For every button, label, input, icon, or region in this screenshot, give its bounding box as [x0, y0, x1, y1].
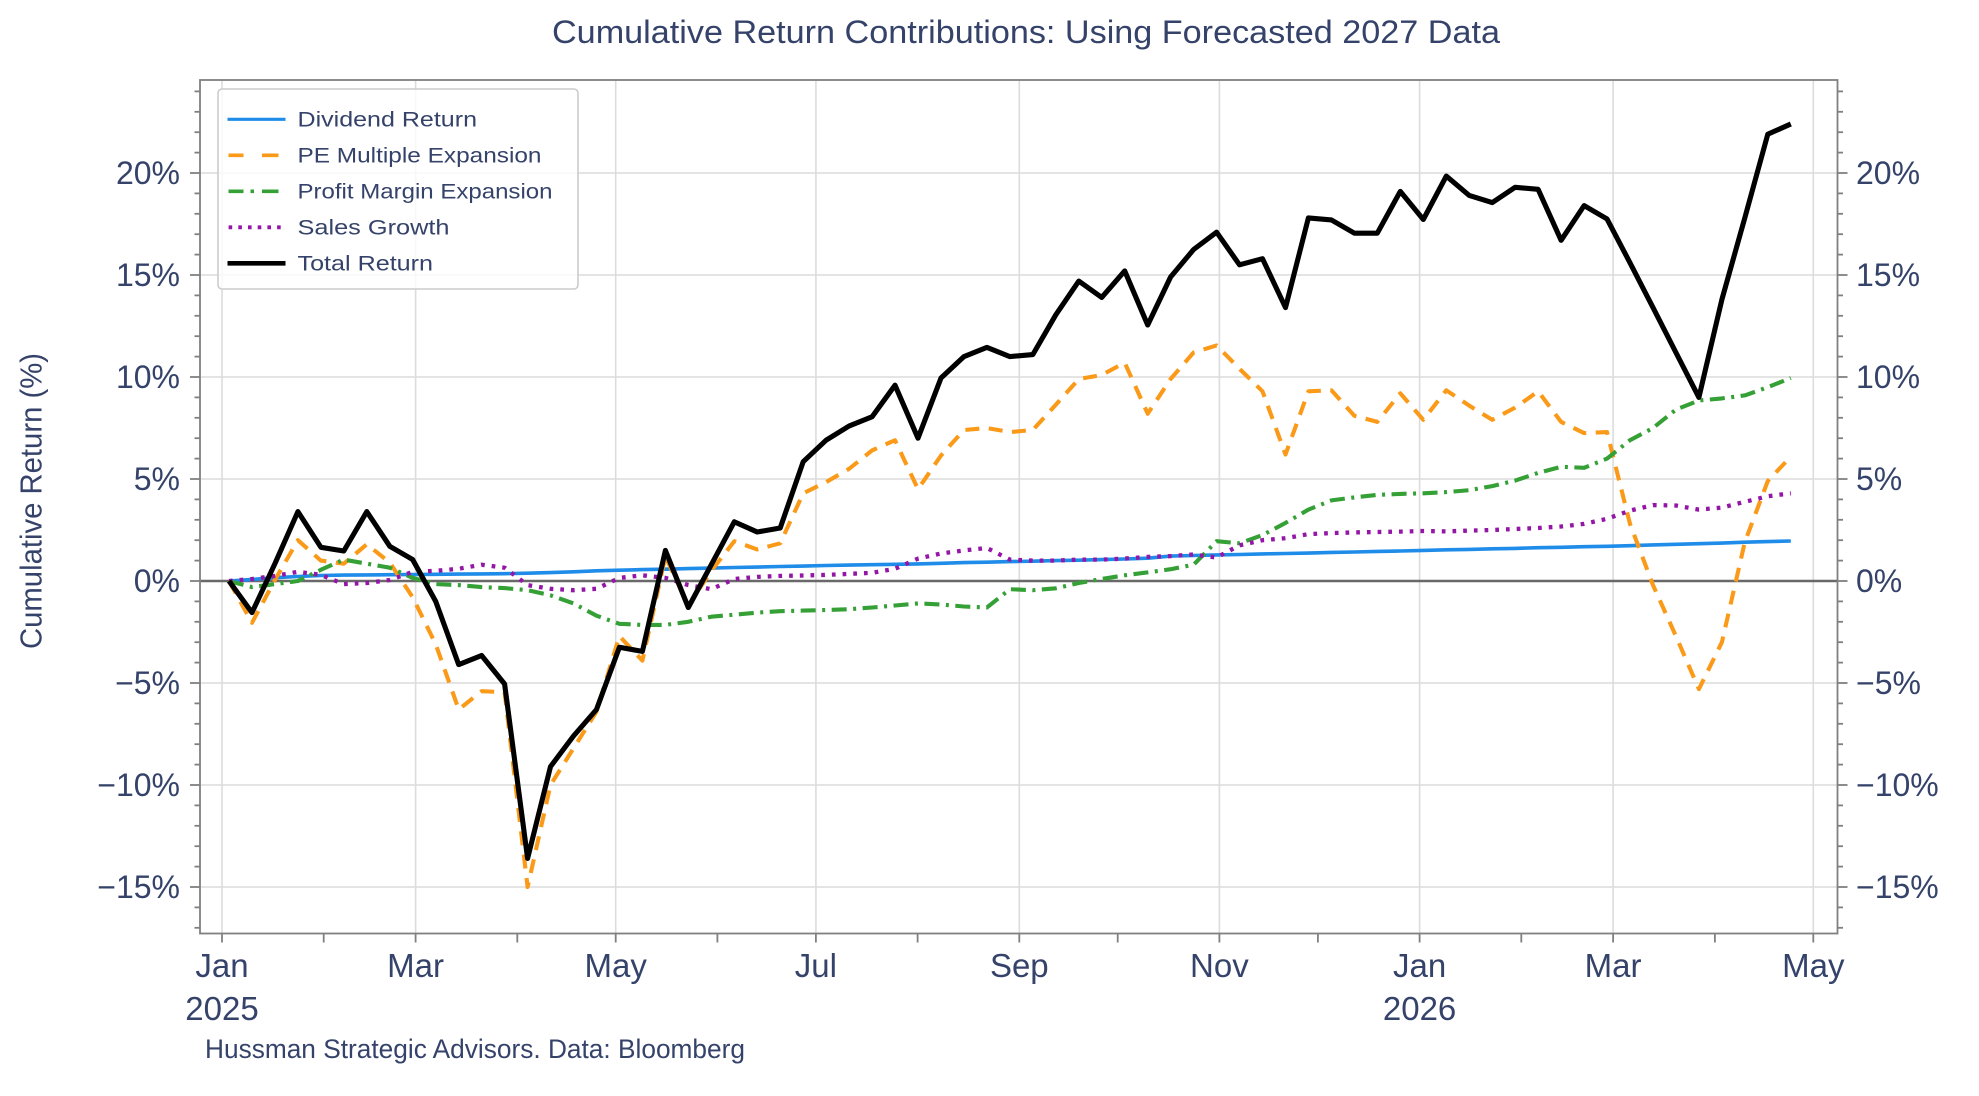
svg-text:Mar: Mar	[1585, 947, 1642, 984]
svg-text:5%: 5%	[134, 461, 180, 497]
svg-text:Total Return: Total Return	[298, 251, 434, 275]
svg-text:−5%: −5%	[1856, 665, 1921, 701]
svg-text:−10%: −10%	[97, 767, 180, 803]
svg-text:Sales Growth: Sales Growth	[298, 215, 450, 239]
svg-text:Jan: Jan	[1393, 947, 1446, 984]
svg-text:Cumulative Return (%): Cumulative Return (%)	[14, 353, 49, 649]
svg-text:10%: 10%	[1856, 359, 1920, 395]
svg-text:0%: 0%	[1856, 563, 1902, 599]
svg-text:May: May	[585, 947, 648, 984]
svg-text:−15%: −15%	[97, 869, 180, 905]
svg-text:Nov: Nov	[1190, 947, 1249, 984]
svg-text:Jan: Jan	[195, 947, 248, 984]
svg-text:Cumulative Return Contribution: Cumulative Return Contributions: Using F…	[552, 14, 1500, 50]
svg-text:−15%: −15%	[1856, 869, 1939, 905]
svg-text:0%: 0%	[134, 563, 180, 599]
svg-text:Jul: Jul	[795, 947, 837, 984]
svg-text:20%: 20%	[1856, 155, 1920, 191]
svg-text:Mar: Mar	[387, 947, 444, 984]
svg-text:20%: 20%	[116, 155, 180, 191]
svg-text:Dividend Return: Dividend Return	[298, 107, 478, 131]
svg-text:Sep: Sep	[990, 947, 1049, 984]
svg-text:2025: 2025	[185, 990, 258, 1027]
svg-text:5%: 5%	[1856, 461, 1902, 497]
svg-text:10%: 10%	[116, 359, 180, 395]
svg-text:2026: 2026	[1383, 990, 1456, 1027]
svg-text:−5%: −5%	[115, 665, 180, 701]
svg-text:15%: 15%	[1856, 257, 1920, 293]
svg-text:Profit Margin Expansion: Profit Margin Expansion	[298, 179, 553, 203]
svg-text:−10%: −10%	[1856, 767, 1939, 803]
svg-text:May: May	[1782, 947, 1845, 984]
svg-text:PE Multiple Expansion: PE Multiple Expansion	[298, 143, 542, 167]
svg-text:15%: 15%	[116, 257, 180, 293]
svg-text:Hussman Strategic Advisors. Da: Hussman Strategic Advisors. Data: Bloomb…	[205, 1034, 745, 1064]
